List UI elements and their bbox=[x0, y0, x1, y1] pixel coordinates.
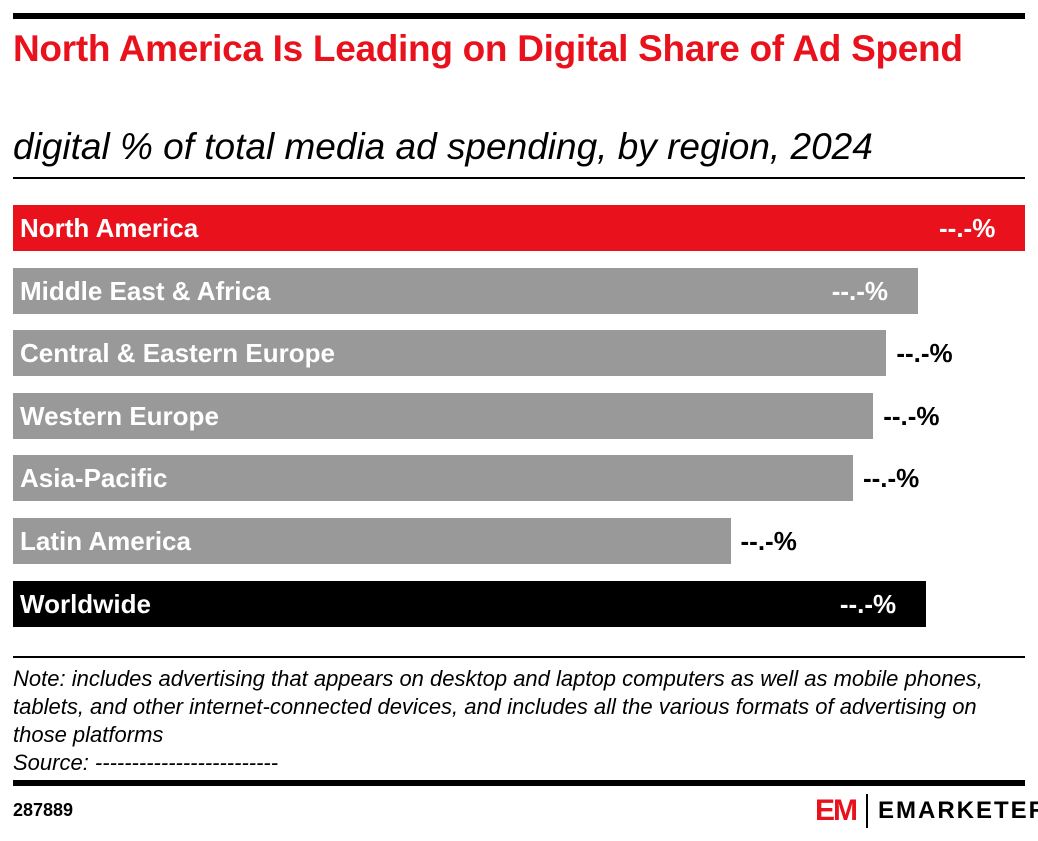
bar-central-eastern-europe: Central & Eastern Europe bbox=[13, 330, 887, 377]
category-label: Worldwide bbox=[20, 588, 151, 619]
data-label: --.-% bbox=[862, 463, 920, 494]
bar-north-america: North America bbox=[13, 205, 1025, 251]
chart-id: 287889 bbox=[13, 800, 74, 820]
bar-latin-america: Latin America bbox=[13, 518, 731, 564]
data-label: --.-% bbox=[896, 338, 953, 369]
data-label: --.-% bbox=[831, 275, 889, 306]
category-label: Western Europe bbox=[20, 400, 219, 431]
note-text: Note: includes advertising that appears … bbox=[13, 666, 983, 747]
chart-subtitle: digital % of total media ad spending, by… bbox=[13, 126, 873, 167]
category-label: Latin America bbox=[20, 526, 191, 556]
data-label: --.-% bbox=[883, 400, 940, 431]
logo-divider bbox=[866, 794, 868, 828]
note-rule bbox=[13, 656, 1025, 658]
data-label: --.-% bbox=[939, 213, 996, 243]
chart-title: North America Is Leading on Digital Shar… bbox=[13, 28, 963, 69]
bar-chart: North America --.-% Middle East & Africa --… bbox=[13, 205, 1025, 635]
category-label: North America bbox=[20, 213, 199, 243]
data-label: --.-% bbox=[839, 588, 897, 619]
top-rule bbox=[13, 13, 1025, 19]
source-text: Source: ------------------------- bbox=[13, 750, 279, 775]
category-label: Central & Eastern Europe bbox=[20, 338, 335, 369]
bottom-rule bbox=[13, 780, 1025, 786]
category-label: Middle East & Africa bbox=[20, 275, 271, 306]
logo-wordmark: EMARKETER bbox=[878, 797, 1038, 824]
bar-middle-east-africa: Middle East & Africa bbox=[13, 267, 918, 314]
logo-mark: EM bbox=[815, 794, 858, 827]
bar-worldwide: Worldwide bbox=[13, 580, 926, 627]
subtitle-rule bbox=[13, 177, 1025, 179]
emarketer-logo: EM EMARKETER bbox=[815, 794, 1038, 828]
bar-western-europe: Western Europe bbox=[13, 392, 874, 439]
bar-asia-pacific: Asia-Pacific bbox=[13, 455, 853, 502]
data-label: --.-% bbox=[740, 526, 797, 556]
category-label: Asia-Pacific bbox=[20, 463, 168, 494]
note: Note: includes advertising that appears … bbox=[13, 665, 1023, 777]
